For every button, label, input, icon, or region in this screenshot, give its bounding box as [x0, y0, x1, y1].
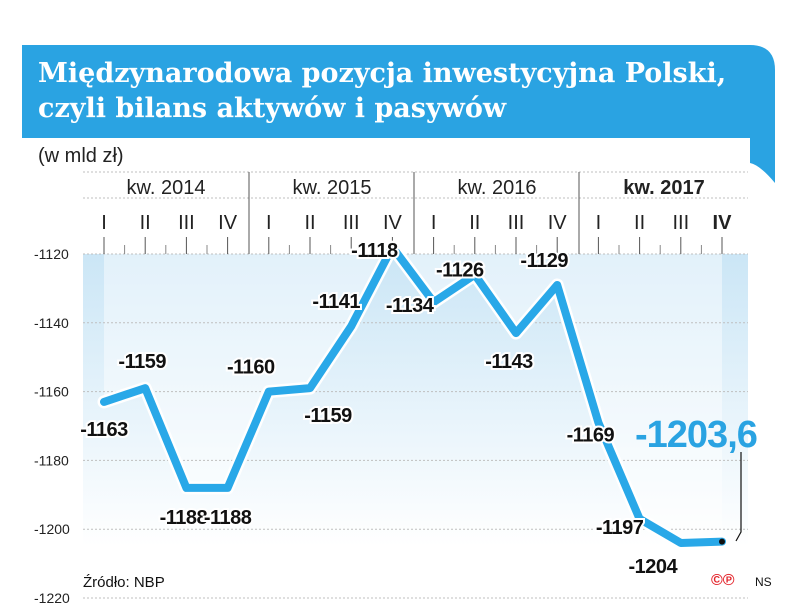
data-point	[347, 322, 355, 330]
data-label: -1160	[227, 357, 275, 379]
highlight-callout-line	[735, 452, 742, 542]
quarter-label: III	[508, 212, 525, 234]
data-label: -1134	[386, 295, 435, 317]
data-label: -1126	[436, 260, 484, 282]
data-point	[430, 298, 438, 306]
quarter-label: I	[266, 212, 272, 234]
data-label: -1163	[80, 419, 128, 441]
year-label: kw. 2016	[458, 177, 537, 199]
data-point	[388, 243, 396, 251]
data-label: -1197	[596, 517, 644, 539]
chart-unit-label: (w mld zł)	[38, 145, 124, 167]
data-point	[553, 281, 561, 289]
area-above-line	[104, 247, 722, 543]
quarter-label: III	[672, 212, 689, 234]
quarter-label: IV	[713, 212, 733, 234]
data-point	[512, 329, 520, 337]
last-point-marker	[719, 538, 725, 545]
data-label: -1188	[204, 507, 252, 529]
quarter-label: II	[469, 212, 480, 234]
data-label: -1204	[628, 556, 678, 578]
data-label-layer: -1163 -1159 -1188-1188 -1160 -1159 -1141 -1118…	[78, 238, 681, 580]
quarter-label: I	[431, 212, 437, 234]
data-point	[265, 388, 273, 396]
y-tick-label: -1220	[34, 590, 70, 606]
quarter-label: II	[634, 212, 645, 234]
quarter-label: III	[178, 212, 195, 234]
data-point	[677, 539, 685, 547]
chart-title-line-1: Międzynarodowa pozycja inwestycyjna Pols…	[38, 58, 726, 89]
data-point	[636, 515, 644, 523]
data-label: -1143	[485, 351, 533, 373]
year-label: kw. 2014	[127, 177, 206, 199]
data-label: -1129	[520, 250, 568, 272]
credit-logo: ©℗	[711, 572, 735, 589]
data-point	[471, 271, 479, 279]
y-axis: -1120 -1140 -1160 -1180 -1200 -1220	[34, 246, 70, 606]
data-label: -1159	[118, 351, 166, 373]
year-label: kw. 2015	[293, 177, 372, 199]
chart-title-line-2: czyli bilans aktywów i pasywów	[38, 93, 507, 124]
credit-author: NS	[755, 575, 772, 589]
banner-tab	[750, 138, 775, 183]
quarter-label: IV	[383, 212, 403, 234]
highlight-value-label: -1203,6	[635, 414, 757, 456]
data-point	[594, 419, 602, 427]
quarter-label: II	[304, 212, 315, 234]
series-line-layer	[97, 240, 729, 550]
title-banner: Międzynarodowa pozycja inwestycyjna Pols…	[22, 45, 775, 183]
data-point	[224, 484, 232, 492]
y-tick-label: -1180	[34, 452, 69, 468]
area-layer	[83, 247, 748, 546]
quarter-label: I	[596, 212, 602, 234]
y-tick-label: -1140	[34, 315, 69, 331]
y-tick-label: -1200	[34, 521, 70, 537]
year-label: kw. 2017	[623, 177, 705, 199]
data-label: -1141	[312, 291, 360, 313]
quarter-label: IV	[218, 212, 238, 234]
data-point	[182, 484, 190, 492]
data-point	[100, 398, 108, 406]
grid-layer	[83, 253, 748, 599]
data-label: -1118	[351, 240, 398, 262]
banner-background	[22, 45, 775, 138]
quarter-label: III	[343, 212, 360, 234]
quarter-label: IV	[548, 212, 568, 234]
y-tick-label: -1120	[34, 246, 69, 262]
quarter-label: I	[101, 212, 107, 234]
source-label: Źródło: NBP	[83, 574, 165, 591]
series-line	[100, 243, 726, 547]
data-label: -1159	[304, 405, 352, 427]
data-point	[306, 384, 314, 392]
data-point	[141, 384, 149, 392]
y-tick-label: -1160	[34, 384, 69, 400]
quarter-label: II	[140, 212, 151, 234]
data-label: -1188	[160, 507, 208, 529]
data-label: -1169	[567, 425, 615, 447]
